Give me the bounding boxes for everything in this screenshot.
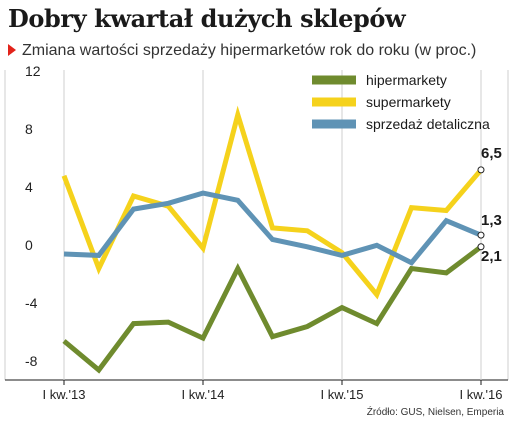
series-line-supermarkety	[61, 105, 483, 300]
end-point-marker	[477, 231, 485, 239]
y-tick-label: -8	[25, 353, 38, 369]
series-line-hipermarkety	[62, 244, 483, 374]
x-tick-label: I kw.'13	[43, 387, 86, 402]
x-tick-label: I kw.'16	[460, 387, 503, 402]
chart-subtitle-text: Zmiana wartości sprzedaży hipermarketów …	[22, 42, 477, 59]
series-line-sprzedadetaliczna	[63, 190, 482, 266]
x-tick-label: I kw.'15	[321, 387, 364, 402]
legend-label: supermarkety	[366, 94, 451, 110]
y-tick-label: 8	[25, 121, 33, 137]
y-tick-label: 12	[25, 63, 41, 79]
y-tick-label: 4	[25, 179, 33, 195]
triangle-marker-icon	[8, 44, 16, 56]
x-tick-label: I kw.'14	[182, 387, 225, 402]
y-tick-label: 0	[25, 237, 33, 253]
end-point-marker	[477, 243, 485, 251]
end-value-label: 2,1	[481, 248, 502, 265]
chart-subtitle: Zmiana wartości sprzedaży hipermarketów …	[8, 42, 476, 60]
end-value-label: 6,5	[481, 145, 502, 162]
end-value-label: 1,3	[481, 212, 502, 229]
end-point-marker	[477, 166, 485, 174]
source-note: Źródło: GUS, Nielsen, Emperia	[367, 405, 505, 418]
legend-label: hipermarkety	[366, 72, 447, 88]
chart-title: Dobry kwartał dużych sklepów	[8, 4, 406, 33]
legend-label: sprzedaż detaliczna	[366, 116, 490, 132]
y-tick-label: -4	[25, 295, 38, 311]
